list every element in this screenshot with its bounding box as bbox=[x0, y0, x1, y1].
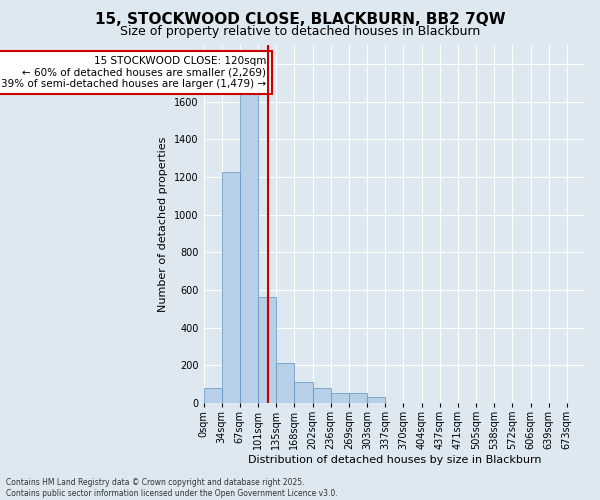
Bar bbox=[331, 392, 349, 403]
Bar bbox=[222, 172, 240, 403]
Text: 15 STOCKWOOD CLOSE: 120sqm
← 60% of detached houses are smaller (2,269)
39% of s: 15 STOCKWOOD CLOSE: 120sqm ← 60% of deta… bbox=[1, 56, 266, 89]
Bar bbox=[276, 364, 295, 403]
Bar bbox=[295, 382, 313, 403]
Bar bbox=[258, 298, 276, 403]
Y-axis label: Number of detached properties: Number of detached properties bbox=[158, 136, 169, 312]
Text: 15, STOCKWOOD CLOSE, BLACKBURN, BB2 7QW: 15, STOCKWOOD CLOSE, BLACKBURN, BB2 7QW bbox=[95, 12, 505, 28]
Text: Size of property relative to detached houses in Blackburn: Size of property relative to detached ho… bbox=[120, 25, 480, 38]
X-axis label: Distribution of detached houses by size in Blackburn: Distribution of detached houses by size … bbox=[248, 455, 541, 465]
Bar bbox=[240, 88, 258, 403]
Bar bbox=[313, 388, 331, 403]
Bar bbox=[349, 392, 367, 403]
Bar bbox=[203, 388, 222, 403]
Text: Contains HM Land Registry data © Crown copyright and database right 2025.
Contai: Contains HM Land Registry data © Crown c… bbox=[6, 478, 338, 498]
Bar bbox=[367, 398, 385, 403]
